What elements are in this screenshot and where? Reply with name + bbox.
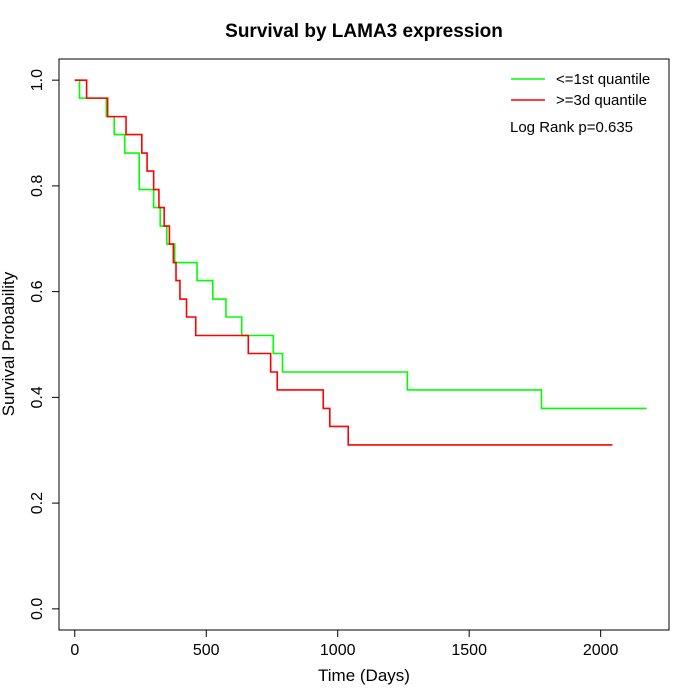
legend-label-1: <=1st quantile [556, 71, 650, 88]
y-axis: 0.0 0.2 0.4 0.6 0.8 1.0 [29, 69, 60, 620]
plot-frame [58, 58, 670, 631]
series-layer [74, 79, 647, 446]
legend-label-2: >=3d quantile [556, 92, 647, 109]
legend: <=1st quantile >=3d quantile [511, 71, 650, 109]
x-tick-label: 1000 [320, 642, 356, 659]
y-axis-label: Survival Probability [0, 271, 18, 416]
y-tick-label: 0.0 [29, 598, 46, 620]
series-line-2 [74, 79, 613, 446]
y-tick-label: 0.8 [29, 175, 46, 197]
x-tick-label: 0 [70, 642, 79, 659]
x-tick-label: 2000 [583, 642, 619, 659]
y-tick-label: 0.6 [29, 280, 46, 302]
y-tick-label: 1.0 [29, 69, 46, 91]
y-tick-label: 0.4 [29, 386, 46, 408]
x-tick-label: 500 [193, 642, 220, 659]
x-axis-label: Time (Days) [318, 666, 410, 685]
x-axis: 0 500 1000 1500 2000 [70, 629, 619, 659]
chart-title: Survival by LAMA3 expression [225, 21, 503, 42]
log-rank-annotation: Log Rank p=0.635 [510, 119, 633, 136]
y-tick-label: 0.2 [29, 492, 46, 514]
x-tick-label: 1500 [451, 642, 487, 659]
